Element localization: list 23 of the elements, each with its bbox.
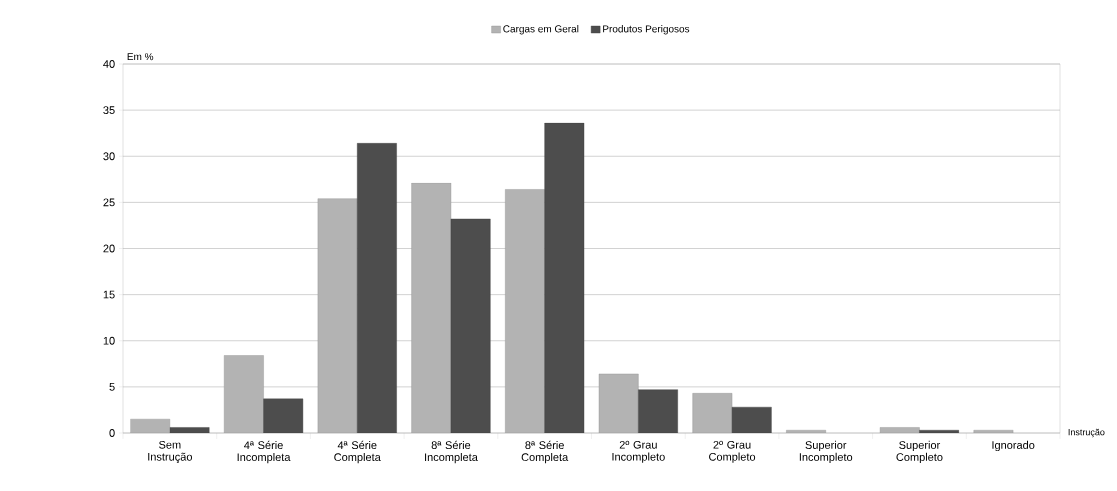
x-tick-label: Ignorado [992,440,1035,452]
x-tick-label: Sem Instrução [148,440,192,463]
x-tick-label: 2º Grau Incompleto [612,440,665,463]
y-tick-label: 25 [103,198,115,207]
x-tick-label: 4ª Série Incompleta [237,440,291,464]
y-tick-label: 20 [103,244,115,253]
y-tick-label: 5 [109,383,115,391]
legend-label: Cargas em Geral [503,25,579,35]
x-tick-label: 2º Grau Completo [709,440,756,463]
y-tick-label: 0 [109,429,115,437]
y-tick-label: 10 [103,336,115,345]
y-tick-label: 40 [103,60,115,68]
y-tick-label: 15 [103,290,115,299]
y-axis-title: Em % [127,53,154,61]
x-tick-label: 8ª Série Incompleta [425,440,478,464]
y-tick-label: 30 [103,152,115,161]
x-tick-label: Superior Incompleto [799,440,853,464]
legend-label: Produtos Perigosos [603,25,690,35]
x-tick-label: Superior Completo [896,440,943,464]
y-tick-label: 35 [103,106,115,115]
x-tick-label: 8ª Série Completa [521,440,569,464]
x-axis-title: Instrução [1068,428,1105,438]
x-tick-label: 4ª Série Completa [334,440,381,464]
